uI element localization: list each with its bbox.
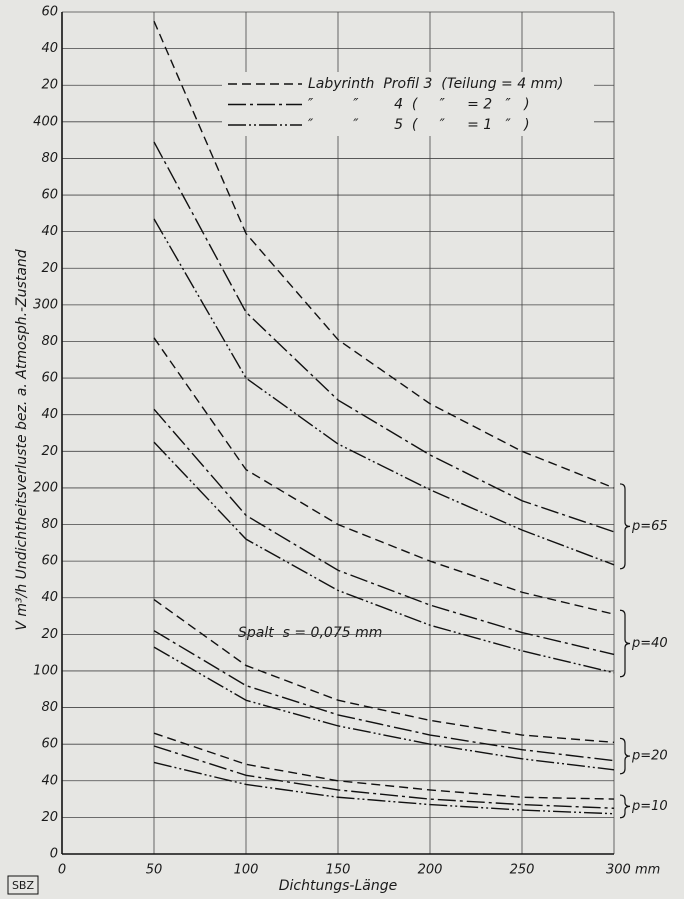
y-tick-label: 40 — [41, 41, 58, 56]
legend-label: ″ ″ 4 ( ″ = 2 ″ ) — [308, 97, 530, 113]
y-tick-label: 80 — [41, 151, 58, 166]
y-tick-label: 80 — [41, 334, 58, 349]
legend-label: ″ ″ 5 ( ″ = 1 ″ ) — [308, 117, 530, 133]
x-axis-label: Dichtungs-Länge — [279, 878, 397, 894]
curve — [153, 337, 615, 615]
stamp-box — [7, 875, 39, 895]
x-tick-label: 250 — [510, 863, 535, 878]
y-tick-label: 200 — [33, 480, 58, 495]
y-tick-label: 40 — [41, 773, 58, 788]
y-tick-label: 0 — [50, 847, 58, 862]
y-tick-label: 80 — [41, 517, 58, 532]
y-tick-label: 60 — [41, 5, 58, 20]
curve — [153, 408, 615, 656]
y-tick-label: 20 — [41, 444, 58, 459]
group-label: p=40 — [631, 636, 668, 651]
brace — [619, 737, 631, 775]
y-tick-label: 40 — [41, 224, 58, 239]
y-tick-label: 20 — [41, 627, 58, 642]
y-tick-label: 40 — [41, 590, 58, 605]
curve — [153, 441, 615, 674]
y-tick-label: 20 — [41, 810, 58, 825]
x-tick-label: 100 — [234, 863, 259, 878]
curve — [153, 761, 615, 815]
y-tick-label: 60 — [41, 371, 58, 386]
group-label: p=65 — [631, 519, 668, 534]
y-tick-label: 60 — [41, 554, 58, 569]
stamp: SBZ — [12, 879, 35, 892]
y-tick-label: 100 — [33, 663, 58, 678]
y-tick-label: 300 — [33, 297, 58, 312]
y-tick-label: 20 — [41, 78, 58, 93]
y-tick-label: 400 — [33, 114, 58, 129]
curve — [153, 646, 615, 771]
brace — [619, 483, 631, 570]
group-label: p=20 — [631, 749, 668, 764]
x-tick-label: 200 — [418, 863, 443, 878]
y-axis-label: V m³/h Undichtheitsverluste bez. a. Atmo… — [14, 249, 30, 630]
curve — [153, 599, 615, 744]
y-tick-label: 40 — [41, 407, 58, 422]
curve — [153, 218, 615, 566]
brace — [619, 794, 631, 819]
curve — [153, 630, 615, 762]
annotation: Spalt s = 0,075 mm — [238, 625, 382, 641]
x-tick-label: 300 mm — [606, 863, 660, 878]
x-tick-label: 0 — [58, 863, 66, 878]
legend-label: Labyrinth Profil 3 (Teilung = 4 mm) — [308, 76, 563, 92]
y-tick-label: 80 — [41, 700, 58, 715]
y-tick-label: 60 — [41, 188, 58, 203]
curve — [153, 732, 615, 800]
legend-background — [222, 72, 594, 136]
group-label: p=10 — [631, 799, 668, 814]
curve — [153, 20, 615, 489]
y-tick-label: 20 — [41, 261, 58, 276]
curve — [153, 141, 615, 533]
curve — [153, 745, 615, 809]
y-tick-label: 60 — [41, 737, 58, 752]
x-tick-label: 50 — [146, 863, 163, 878]
brace — [619, 609, 631, 678]
x-tick-label: 150 — [326, 863, 351, 878]
